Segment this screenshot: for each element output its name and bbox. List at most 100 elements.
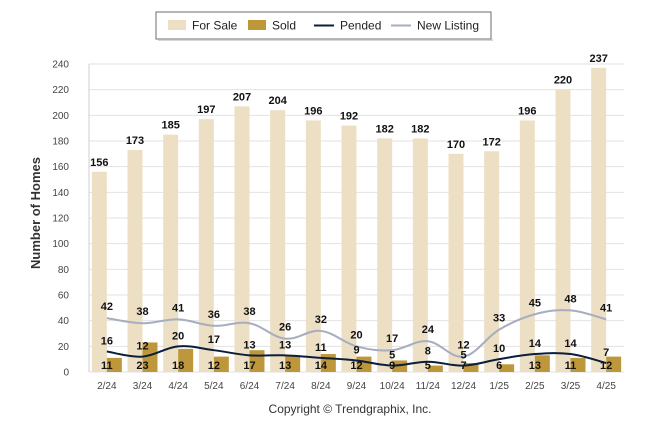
bar-for-sale <box>305 120 321 372</box>
legend-item: New Listing <box>391 19 479 33</box>
bar-for-sale <box>91 171 107 372</box>
bar-for-sale <box>127 149 143 372</box>
bar-for-sale <box>270 110 286 372</box>
x-axis: 2/24 3/24 4/24 5/24 6/24 7/24 8/24 9/24 10/24 11/… <box>97 381 616 392</box>
line-new-listing <box>106 309 607 358</box>
data-label-pended: 13 <box>243 339 255 351</box>
y-tick-label: 60 <box>58 291 70 302</box>
data-label-for-sale: 182 <box>411 123 429 135</box>
legend-label: Sold <box>272 19 296 33</box>
x-tick-label: 2/24 <box>97 381 117 392</box>
legend-label: New Listing <box>417 19 479 33</box>
y-tick-label: 40 <box>58 316 70 327</box>
line-pended <box>106 345 607 367</box>
data-label-for-sale: 173 <box>126 135 144 147</box>
data-label-new-listing: 24 <box>422 324 435 336</box>
data-label-sold: 14 <box>315 360 328 372</box>
data-label-pended: 7 <box>603 347 609 359</box>
data-label-sold: 18 <box>172 360 184 372</box>
y-axis-label: Number of Homes <box>28 157 43 269</box>
data-label-pended: 14 <box>529 338 542 350</box>
data-label-for-sale: 197 <box>197 104 215 116</box>
legend-item: Sold <box>248 19 296 33</box>
legend-swatch <box>168 20 186 30</box>
bar-sold <box>499 364 515 372</box>
bar-sold <box>142 342 158 372</box>
bar-sold <box>392 360 408 372</box>
data-label-sold: 5 <box>425 360 431 372</box>
data-label-pended: 12 <box>136 341 148 353</box>
data-label-for-sale: 207 <box>233 91 251 103</box>
bar-for-sale <box>591 67 607 372</box>
data-label-pended: 5 <box>460 350 466 362</box>
x-tick-label: 11/24 <box>416 381 441 392</box>
data-label-sold: 17 <box>243 360 255 372</box>
y-tick-label: 0 <box>63 368 69 379</box>
data-label-pended: 10 <box>493 343 505 355</box>
y-tick-label: 20 <box>58 342 70 353</box>
bar-for-sale <box>198 119 214 372</box>
data-label-for-sale: 196 <box>304 105 322 117</box>
data-label-new-listing: 33 <box>493 313 505 325</box>
data-label-pended: 5 <box>389 350 395 362</box>
data-label-for-sale: 170 <box>447 139 465 151</box>
data-label-pended: 16 <box>101 335 113 347</box>
bars <box>91 67 622 373</box>
data-label-new-listing: 48 <box>564 293 576 305</box>
data-label-pended: 11 <box>315 342 327 354</box>
data-label-new-listing: 12 <box>457 340 469 352</box>
bar-sold <box>606 356 622 372</box>
x-tick-label: 3/24 <box>133 381 153 392</box>
y-tick-label: 160 <box>52 162 69 173</box>
data-label-sold: 6 <box>496 360 502 372</box>
bar-for-sale <box>519 120 535 372</box>
x-tick-label: 4/25 <box>596 381 616 392</box>
bar-sold <box>178 348 194 372</box>
x-tick-label: 7/24 <box>275 381 295 392</box>
data-label-new-listing: 32 <box>315 314 327 326</box>
copyright-text: Copyright © Trendgraphix, Inc. <box>269 402 432 416</box>
data-label-for-sale: 185 <box>161 120 179 132</box>
bar-for-sale <box>163 134 179 372</box>
data-label-for-sale: 220 <box>554 75 572 87</box>
x-tick-label: 9/24 <box>347 381 367 392</box>
data-label-sold: 7 <box>460 360 466 372</box>
data-label-pended: 17 <box>208 334 220 346</box>
data-label-sold: 12 <box>350 360 362 372</box>
y-tick-label: 240 <box>52 60 69 71</box>
data-label-pended: 9 <box>353 344 359 356</box>
bar-for-sale <box>412 138 428 372</box>
data-label-for-sale: 172 <box>482 136 500 148</box>
y-tick-label: 180 <box>52 137 69 148</box>
data-label-pended: 13 <box>279 339 291 351</box>
data-label-sold: 11 <box>565 360 577 372</box>
legend-label: Pended <box>340 19 381 33</box>
y-axis: 0 20 40 60 80 100 120 140 160 180 200 220 240 <box>52 60 90 379</box>
data-label-for-sale: 237 <box>589 53 607 65</box>
bar-for-sale <box>234 106 250 372</box>
y-tick-label: 80 <box>58 265 70 276</box>
y-tick-label: 220 <box>52 85 69 96</box>
data-label-new-listing: 17 <box>386 333 398 345</box>
y-tick-label: 200 <box>52 111 69 122</box>
x-tick-label: 1/25 <box>489 381 509 392</box>
data-label-sold: 12 <box>208 360 220 372</box>
bar-sold <box>534 355 550 372</box>
legend: For Sale Sold Pended New Listing <box>155 11 493 41</box>
x-tick-label: 2/25 <box>525 381 545 392</box>
data-label-new-listing: 26 <box>279 322 291 334</box>
legend-item: For Sale <box>168 19 238 33</box>
data-label-sold: 11 <box>101 360 113 372</box>
data-label-new-listing: 42 <box>101 301 113 313</box>
data-labels: 1564216111733812231854120181973617122073… <box>90 53 612 372</box>
lines <box>106 309 607 367</box>
data-label-for-sale: 204 <box>268 95 287 107</box>
data-label-sold: 23 <box>136 360 148 372</box>
bar-for-sale <box>555 89 571 373</box>
bar-sold <box>106 357 122 372</box>
x-tick-label: 5/24 <box>204 381 224 392</box>
data-label-pended: 8 <box>425 346 431 358</box>
bar-for-sale <box>448 153 464 372</box>
x-tick-label: 3/25 <box>561 381 581 392</box>
